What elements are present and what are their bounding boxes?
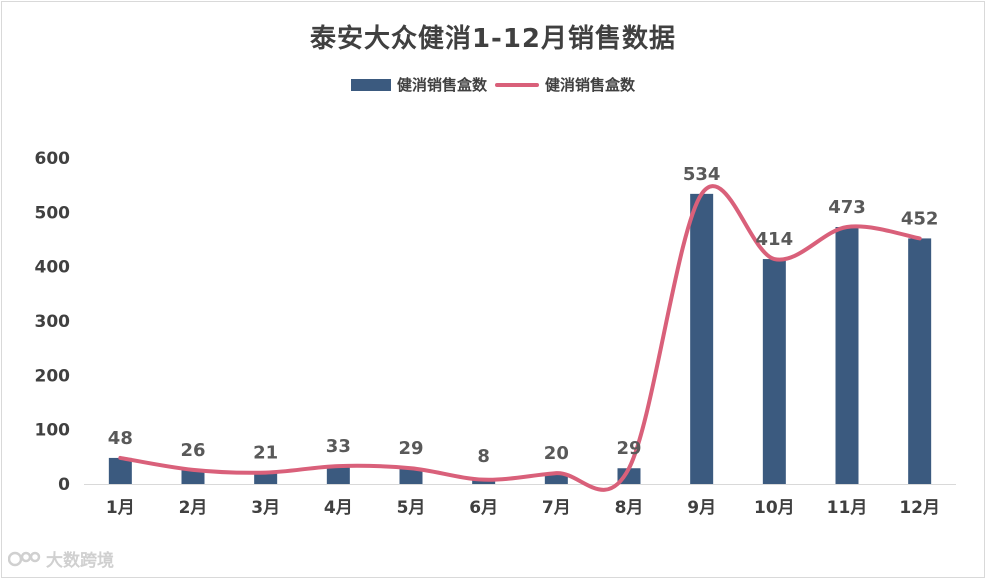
x-tick-label: 4月	[324, 498, 353, 518]
data-label-11: 473	[828, 197, 866, 218]
legend-line-label: 健消销售盒数	[545, 76, 636, 94]
data-label-3: 21	[253, 443, 278, 464]
data-label-8: 29	[616, 438, 641, 459]
bar-11	[835, 227, 859, 484]
x-tick-label: 5月	[397, 498, 426, 518]
x-tick-label: 11月	[827, 498, 868, 518]
watermark-text: 大数跨境	[46, 551, 114, 571]
x-tick-label: 12月	[899, 498, 940, 518]
x-tick-label: 6月	[469, 498, 498, 518]
x-tick-label: 7月	[542, 498, 571, 518]
x-tick-label: 10月	[754, 498, 795, 518]
legend-item-line: 健消销售盒数	[495, 74, 635, 95]
legend-line-swatch	[495, 82, 539, 87]
data-label-10: 414	[756, 229, 794, 250]
data-label-5: 29	[398, 438, 423, 459]
bar-series	[108, 193, 932, 485]
legend-bar-label: 健消销售盒数	[396, 76, 487, 94]
y-tick-label: 500	[35, 203, 71, 223]
data-label-7: 20	[544, 443, 569, 464]
y-axis: 0 100 200 300 400 500 600	[35, 149, 71, 495]
bar-2	[181, 469, 205, 484]
y-tick-label: 300	[35, 312, 71, 332]
data-labels: 48 26 21 33 29 8 20 29 534 414 473 452	[108, 164, 939, 467]
x-tick-label: 9月	[687, 498, 716, 518]
data-label-9: 534	[683, 164, 721, 185]
y-tick-label: 600	[35, 149, 71, 169]
line-series	[118, 184, 922, 492]
bar-3	[254, 472, 278, 484]
watermark: 大数跨境	[8, 546, 114, 571]
data-label-4: 33	[326, 436, 351, 457]
bar-1	[108, 457, 132, 484]
x-tick-label: 8月	[615, 498, 644, 518]
chart-legend: 健消销售盒数 健消销售盒数	[0, 74, 986, 95]
bar-9	[690, 193, 714, 485]
bar-6	[472, 479, 496, 484]
x-tick-label: 2月	[179, 498, 208, 518]
y-tick-label: 400	[35, 258, 71, 278]
y-tick-label: 100	[35, 421, 71, 441]
x-tick-label: 1月	[106, 498, 135, 518]
data-label-2: 26	[180, 440, 205, 461]
legend-item-bar: 健消销售盒数	[350, 74, 487, 95]
data-label-12: 452	[901, 208, 939, 229]
bar-7	[544, 473, 568, 484]
chart-title: 泰安大众健消1-12月销售数据	[309, 24, 677, 54]
watermark-logo-icon	[8, 551, 41, 566]
x-tick-label: 3月	[251, 498, 280, 518]
y-tick-label: 200	[35, 366, 71, 386]
y-tick-label: 0	[58, 475, 70, 495]
bar-10	[762, 259, 786, 484]
bar-4	[326, 466, 350, 484]
legend-bar-swatch	[350, 78, 391, 91]
x-axis: 1月 2月 3月 4月 5月 6月 7月 8月 9月 10月 11月 12月	[106, 498, 940, 518]
data-label-6: 8	[477, 446, 490, 467]
bar-5	[399, 468, 423, 484]
bar-12	[908, 238, 932, 484]
data-label-1: 48	[108, 428, 133, 449]
